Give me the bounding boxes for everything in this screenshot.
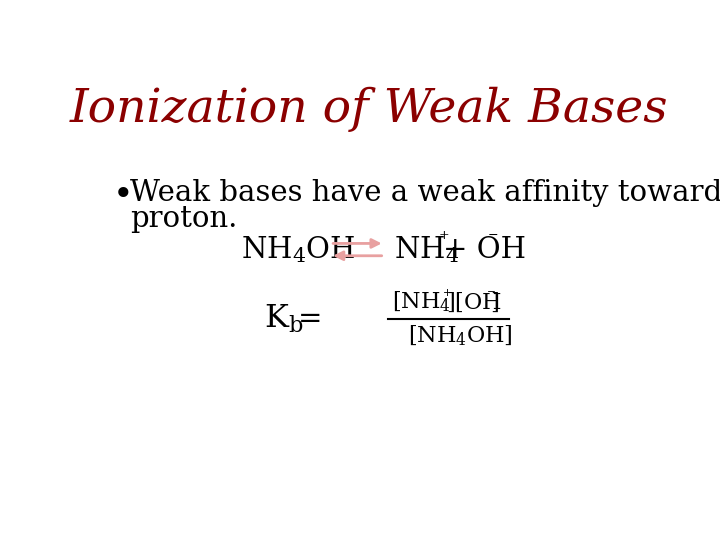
Text: $\mathregular{^+}$: $\mathregular{^+}$ — [436, 231, 450, 249]
Text: $\mathregular{NH_4}$: $\mathregular{NH_4}$ — [394, 234, 459, 265]
Text: Ionization of Weak Bases: Ionization of Weak Bases — [70, 87, 668, 132]
Text: $\mathregular{[NH_4OH]}$: $\mathregular{[NH_4OH]}$ — [408, 324, 513, 348]
Text: proton.: proton. — [130, 205, 238, 233]
Text: •: • — [113, 179, 134, 213]
Text: Weak bases have a weak affinity towards their: Weak bases have a weak affinity towards … — [130, 179, 720, 207]
Text: $\mathregular{^+}$: $\mathregular{^+}$ — [441, 289, 452, 303]
Text: $\mathregular{] [OH}$: $\mathregular{] [OH}$ — [446, 291, 503, 314]
Text: $\mathregular{^-}$: $\mathregular{^-}$ — [485, 231, 499, 249]
Text: $\mathregular{NH_4OH}$: $\mathregular{NH_4OH}$ — [241, 234, 356, 265]
Text: $\mathregular{^-}$: $\mathregular{^-}$ — [484, 289, 495, 303]
Text: $\mathregular{[NH_4}$: $\mathregular{[NH_4}$ — [392, 290, 451, 314]
Text: =: = — [297, 305, 323, 333]
Text: $\mathregular{]}$: $\mathregular{]}$ — [490, 291, 499, 314]
Text: $\mathregular{K_b}$: $\mathregular{K_b}$ — [264, 303, 304, 335]
Text: + OH: + OH — [443, 235, 526, 264]
